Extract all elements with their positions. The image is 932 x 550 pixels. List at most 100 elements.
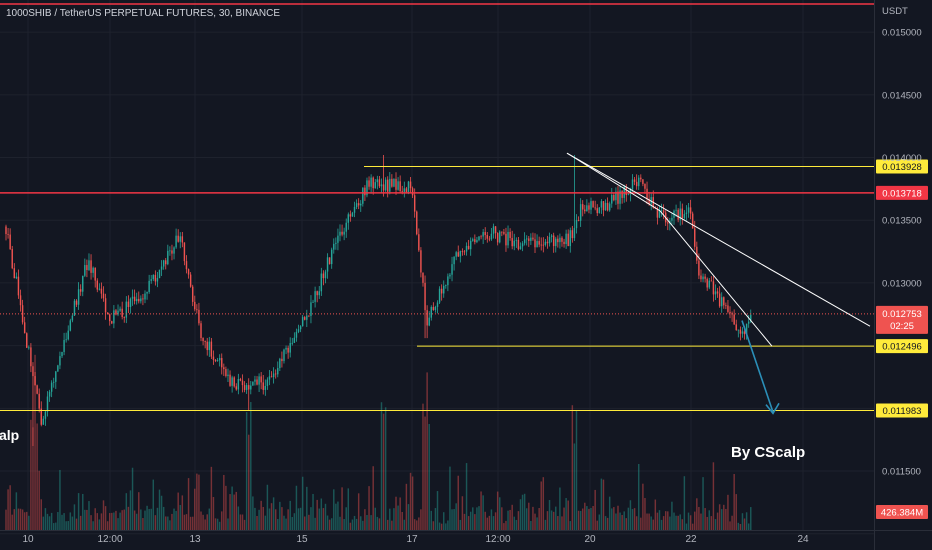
candle-body: [23, 322, 26, 334]
volume-bar: [17, 508, 20, 530]
volume-bar: [428, 423, 430, 530]
candle-body: [586, 205, 588, 212]
candle-body: [57, 365, 59, 372]
volume-value: 426.384M: [881, 508, 923, 519]
time-tick-label: 13: [189, 534, 201, 545]
candle-body: [606, 202, 609, 211]
candle-body: [295, 331, 298, 338]
candle-body: [131, 296, 134, 299]
grid-lines: [0, 0, 874, 535]
candle-body: [459, 251, 462, 257]
time-tick-label: 15: [296, 534, 308, 545]
time-axis[interactable]: 10 12:00 13 15 17 12:00 20 22 24: [0, 530, 932, 546]
projection-arrow: [741, 320, 774, 413]
candle-body: [206, 341, 208, 351]
volume-bar: [743, 518, 746, 530]
volume-bar: [227, 518, 229, 530]
candle-body: [557, 238, 559, 243]
time-tick-label: 10: [22, 534, 34, 545]
volume-bar: [100, 513, 103, 530]
volume-bar: [208, 508, 211, 530]
candle-body: [675, 209, 677, 211]
volume-bar: [401, 511, 403, 530]
volume-bar: [133, 510, 136, 530]
volume-bar: [258, 509, 260, 530]
volume-bar: [465, 463, 468, 530]
volume-bar: [374, 507, 376, 530]
volume-bar: [231, 486, 233, 530]
candle-body: [428, 317, 430, 326]
volume-bar: [747, 523, 750, 530]
volume-bar: [177, 492, 179, 530]
volume-bar: [200, 511, 202, 530]
candle-body: [299, 326, 302, 330]
candle-body: [59, 356, 61, 366]
volume-bar: [482, 495, 484, 530]
volume-bar: [185, 514, 188, 530]
candle-body: [555, 238, 557, 247]
price-tick-label: 0.011500: [882, 467, 921, 478]
volume-bar: [262, 506, 264, 530]
candle-body: [380, 184, 383, 187]
volume-bar: [561, 516, 563, 530]
candle-body: [685, 212, 688, 214]
volume-bar: [204, 519, 206, 530]
price-levels: [0, 3, 874, 411]
candle-body: [565, 233, 567, 245]
candle-body: [687, 207, 690, 213]
volume-bar: [202, 514, 204, 530]
candle-body: [82, 275, 84, 292]
volume-bar: [399, 497, 401, 530]
candle-body: [140, 298, 142, 302]
candle-body: [393, 178, 395, 187]
volume-bar: [704, 508, 706, 530]
volume-bar: [210, 466, 213, 530]
candle-body: [13, 268, 16, 279]
volume-bar: [304, 516, 306, 530]
volume-bar: [633, 508, 636, 530]
candle-body: [260, 376, 262, 383]
candle-body: [34, 376, 36, 386]
candle-body: [364, 187, 366, 196]
candle-body: [146, 291, 148, 294]
volume-bar: [36, 423, 38, 530]
candle-body: [254, 379, 256, 382]
volume-bar: [214, 518, 217, 530]
volume-bar: [708, 510, 710, 530]
volume-bar: [492, 516, 495, 530]
volume-bar: [44, 508, 47, 530]
volume-bar: [308, 514, 310, 530]
candle-body: [258, 376, 260, 385]
candle-body: [187, 269, 190, 275]
candle-body: [747, 321, 750, 324]
candle-body: [42, 418, 45, 425]
candle-body: [561, 237, 563, 242]
volume-bar: [606, 517, 609, 530]
candle-body: [646, 188, 648, 199]
candle-body: [156, 278, 159, 282]
volume-bar: [592, 505, 594, 530]
candle-body: [301, 317, 304, 327]
volume-bar: [279, 501, 281, 530]
volume-bar: [106, 521, 109, 530]
price-level-tag: [876, 339, 928, 354]
volume-bar: [540, 481, 542, 530]
price-axis[interactable]: 0.013928 0.013718 0.012496 0.011983 0.012753…: [874, 0, 932, 550]
candle-body: [115, 310, 117, 315]
candle-body: [98, 288, 101, 290]
candle-body: [528, 238, 530, 241]
volume-bar: [625, 518, 628, 530]
candle-body: [469, 240, 472, 250]
candle-body: [94, 267, 96, 281]
volume-bar: [667, 511, 669, 530]
volume-bar: [247, 434, 250, 530]
volume-bar: [314, 517, 316, 530]
volume-bar: [391, 520, 393, 530]
candle-body: [285, 347, 287, 350]
candle-body: [615, 191, 617, 201]
candle-body: [648, 198, 650, 205]
candle-body: [127, 301, 130, 308]
candle-body: [355, 203, 358, 207]
volume-bar: [270, 503, 273, 530]
